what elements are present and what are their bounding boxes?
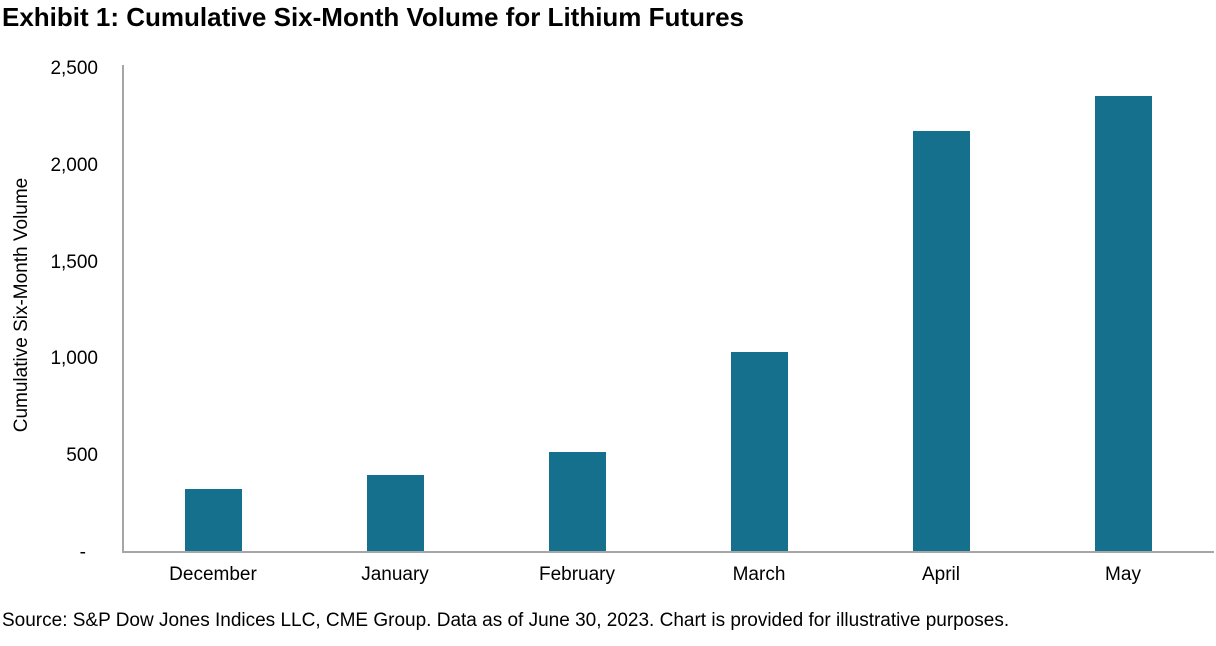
x-tick-april: April <box>921 564 960 585</box>
y-tick-2500: 2,500 <box>50 58 98 79</box>
source-note: Source: S&P Dow Jones Indices LLC, CME G… <box>2 610 1010 631</box>
y-tick-500: 500 <box>66 445 98 467</box>
chart-title: Exhibit 1: Cumulative Six-Month Volume f… <box>2 2 744 32</box>
bar-february <box>548 452 606 551</box>
y-tick-2000: 2,000 <box>50 154 98 176</box>
bar-march <box>730 352 788 551</box>
bar-january <box>366 475 424 551</box>
x-tick-february: February <box>538 564 616 585</box>
y-tick-1000: 1,000 <box>50 348 98 370</box>
bar-april <box>912 131 970 551</box>
bar-may <box>1094 96 1152 551</box>
y-tick-1500: 1,500 <box>50 251 98 273</box>
x-tick-december: December <box>169 564 257 585</box>
x-tick-january: January <box>361 564 429 585</box>
x-tick-march: March <box>732 564 786 585</box>
y-axis-title: Cumulative Six-Month Volume <box>11 177 32 433</box>
x-tick-may: May <box>1105 564 1141 585</box>
bar-december <box>184 489 242 551</box>
plot-area <box>122 65 1214 553</box>
y-tick-0: - <box>79 542 86 563</box>
